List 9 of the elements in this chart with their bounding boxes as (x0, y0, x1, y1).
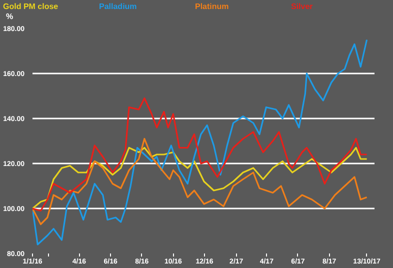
line-series (32, 38, 368, 246)
text: Gold PM close (3, 2, 60, 12)
line-series (32, 138, 368, 226)
line-series (32, 146, 368, 210)
line-series (32, 97, 368, 212)
text: Silver (291, 2, 314, 12)
text: Platinum (195, 2, 230, 12)
text: Palladium (99, 2, 138, 12)
y-axis-title: % (5, 12, 14, 22)
